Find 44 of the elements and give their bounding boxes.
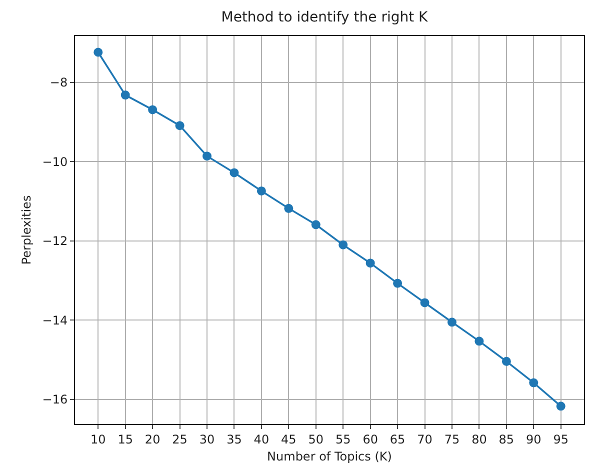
point xyxy=(366,258,375,268)
point xyxy=(311,220,320,230)
point xyxy=(338,240,348,250)
y-axis-title: Perplexities xyxy=(20,195,34,265)
x-tick-label: 60 xyxy=(362,432,378,446)
x-tick-label: 50 xyxy=(308,432,324,446)
x-tick-label: 25 xyxy=(172,432,188,446)
point xyxy=(230,168,239,178)
point xyxy=(474,336,484,346)
x-tick-label: 75 xyxy=(444,432,460,446)
x-tick-label: 20 xyxy=(144,432,160,446)
x-tick-label: 55 xyxy=(335,432,351,446)
point xyxy=(393,278,402,288)
x-tick-label: 85 xyxy=(498,432,514,446)
point xyxy=(94,48,103,57)
y-tick-label: −12 xyxy=(42,234,68,248)
y-tick-label: −8 xyxy=(50,76,68,90)
y-tick-label: −10 xyxy=(42,154,68,169)
point xyxy=(556,402,566,411)
x-tick-label: 30 xyxy=(199,432,215,446)
x-tick-label: 10 xyxy=(90,432,106,446)
point xyxy=(529,378,538,388)
x-tick-label: 65 xyxy=(390,432,406,446)
x-tick-label: 40 xyxy=(254,432,270,446)
point xyxy=(148,105,158,114)
point xyxy=(202,152,212,161)
point xyxy=(502,356,511,366)
x-tick-label: 80 xyxy=(472,432,487,446)
x-axis-title: Number of Topics (K) xyxy=(267,449,392,464)
point xyxy=(256,186,266,196)
point xyxy=(175,121,184,130)
point xyxy=(284,204,294,213)
point xyxy=(120,90,130,100)
x-tick-label: 45 xyxy=(281,432,296,446)
point xyxy=(447,318,456,327)
x-tick-label: 70 xyxy=(417,432,432,446)
point xyxy=(420,298,430,308)
x-tick-label: 95 xyxy=(553,432,568,446)
x-tick-label: 35 xyxy=(226,432,242,446)
x-tick-label: 15 xyxy=(118,432,133,446)
x-tick-label: 90 xyxy=(526,432,542,446)
chart-title: Method to identify the right K xyxy=(221,10,429,26)
y-tick-label: −14 xyxy=(42,313,68,328)
y-tick-label: −16 xyxy=(42,392,68,407)
